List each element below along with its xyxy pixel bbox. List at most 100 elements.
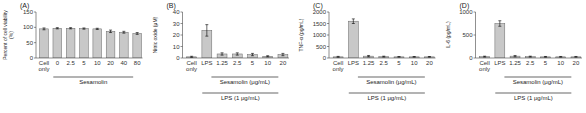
error-stem [191,56,192,57]
x-tick-label: 1.25 [216,60,228,66]
x-tick-label: 2.5 [526,60,535,66]
panel: (A)Percent of cell viability(%)050100150… [2,2,143,85]
x-axis-line [329,58,436,59]
x-tick-label: 10 [94,60,101,66]
x-tick-label: 20 [426,60,433,66]
error-bar [221,53,224,55]
error-stem [499,21,500,27]
x-tick-label-line: 10 [557,60,564,66]
bars [333,19,434,58]
x-tick-label: 5 [82,60,86,66]
y-tick-label: 0 [469,55,473,61]
bar [93,29,102,58]
error-cap [122,31,125,32]
error-stem [575,56,576,58]
x-tick-label-line: 5 [544,60,548,66]
error-cap [428,56,431,57]
x-tick-label: 2.5 [233,60,242,66]
x-tick-label-line: 5 [251,60,255,66]
error-cap [205,24,208,25]
error-stem [83,28,84,29]
x-tick-label: 5 [251,60,255,66]
bar [120,32,129,58]
x-tick-label-line: 10 [411,60,418,66]
error-cap [109,30,112,31]
x-tick-label-line: only [38,66,49,72]
error-cap [544,57,547,58]
x-tick-label-line: only [479,66,490,72]
error-cap [251,55,254,56]
x-tick-label: 5 [397,60,401,66]
x-tick-label: 1.25 [509,60,521,66]
error-bar [514,55,517,56]
y-axis-label-line: Nitric oxide (μM) [152,16,158,53]
x-tick-label-line: 1.25 [509,60,521,66]
error-bar [69,28,72,29]
error-bar [42,28,45,30]
y-axis-line [475,12,476,58]
error-cap [236,52,239,53]
error-bar [529,56,532,58]
y-tick-label: 500 [316,44,327,50]
error-cap [498,20,501,21]
y-tick-label: 1000 [313,32,327,38]
error-bar [122,31,125,33]
error-cap [337,56,340,57]
error-bar [56,28,59,29]
error-cap [574,56,577,57]
error-cap [337,57,340,58]
error-bar [190,56,193,57]
error-stem [222,53,223,55]
error-cap [136,34,139,35]
x-tick-label-line: 40 [121,60,128,66]
bar [133,33,142,58]
y-tick-label: 0 [30,55,34,61]
error-bar [337,56,340,58]
panel: (C)TNF-α (pg/mL)0500100015002000Cellonly… [298,2,436,101]
error-bar [205,25,208,37]
error-bar [96,28,99,29]
x-tick-label: 2.5 [66,60,75,66]
error-bar [498,21,501,27]
x-axis-line [36,58,143,59]
y-tick-label: 0 [176,55,180,61]
error-bar [413,56,416,58]
error-cap [413,57,416,58]
x-tick-label-line: 2.5 [380,60,389,66]
error-cap [69,27,72,28]
annotation: LPS (1 μg/mL) [221,95,260,101]
error-stem [368,55,369,56]
y-tick-label: 100 [23,24,34,30]
bar [66,28,75,58]
x-tick-label: LPS [348,60,359,66]
error-cap [397,56,400,57]
error-stem [267,56,268,57]
error-bar [544,56,547,58]
error-bar [136,33,139,35]
annotation: Sesamolin (μg/mL) [513,79,563,85]
x-tick-label-line: 10 [94,60,101,66]
x-tick-label: LPS [201,60,212,66]
x-tick-label-line: 20 [107,60,114,66]
x-axis-line [476,58,583,59]
error-bar [281,53,284,55]
figure: (A)Percent of cell viability(%)050100150… [0,0,586,113]
x-tick-label-line: only [333,66,344,72]
error-cap [42,27,45,28]
y-axis-label-line: IL-6 (pg/mL) [445,21,451,49]
error-bar [574,56,577,58]
x-tick-label: 10 [264,60,271,66]
y-axis-label: IL-6 (pg/mL) [445,21,451,49]
bracket [211,77,278,78]
error-stem [57,28,58,29]
panel: (B)Nitric oxide (μM)010203040CellonlyLPS… [152,2,290,101]
error-stem [123,31,124,33]
error-cap [69,28,72,29]
error-bar [109,30,112,32]
annotation: LPS (1 μg/mL) [514,95,553,101]
error-cap [352,18,355,19]
error-cap [428,57,431,58]
error-cap [559,57,562,58]
error-cap [56,28,59,29]
error-cap [529,56,532,57]
